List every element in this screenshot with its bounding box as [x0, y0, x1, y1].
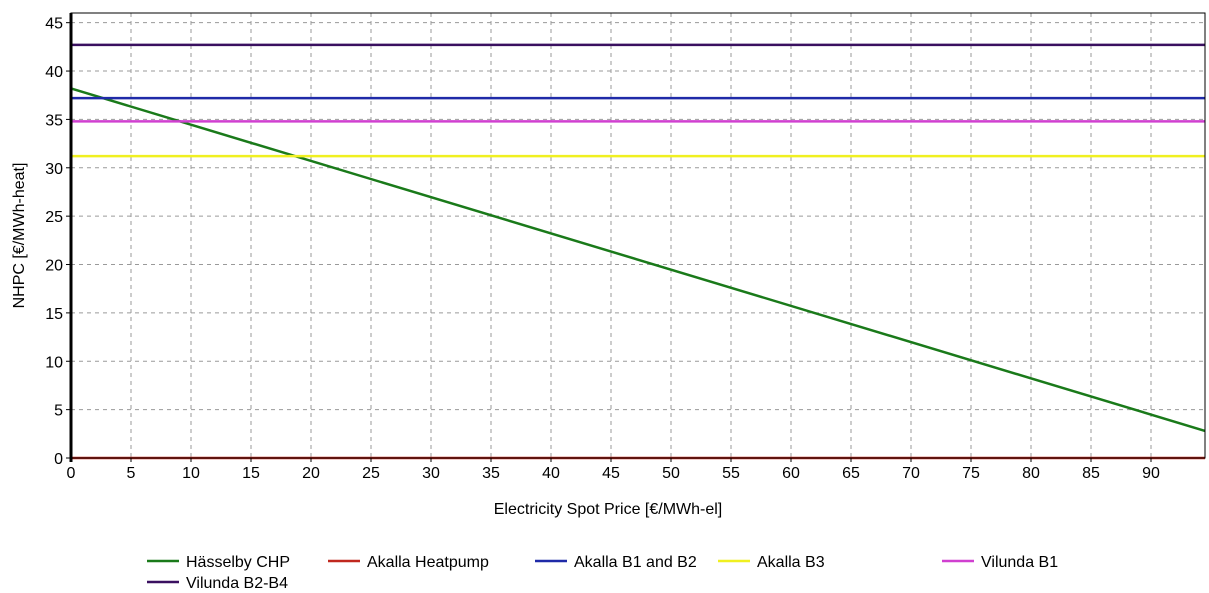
legend: Hässelby CHP Akalla Heatpump Akalla B1 and… [147, 554, 1058, 592]
y-tick-label: 5 [54, 403, 63, 420]
x-tick-label: 25 [362, 465, 380, 482]
x-tick-label: 30 [422, 465, 440, 482]
x-tick-label: 90 [1142, 465, 1160, 482]
axes [69, 12, 1206, 462]
y-tick-label: 45 [45, 16, 63, 33]
y-tick-label: 25 [45, 209, 63, 226]
y-tick-label: 40 [45, 64, 63, 81]
x-tick-label: 20 [302, 465, 320, 482]
legend-label-3: Akalla B1 and B2 [574, 554, 697, 571]
x-tick-label: 35 [482, 465, 500, 482]
plot-frame [70, 12, 1206, 459]
series-lines [70, 43, 1206, 460]
x-tick-label: 65 [842, 465, 860, 482]
x-tick-label: 85 [1082, 465, 1100, 482]
x-tick-label: 70 [902, 465, 920, 482]
x-axis-title: Electricity Spot Price [€/MWh-el] [494, 501, 723, 518]
y-tick-label: 15 [45, 306, 63, 323]
x-tick-label: 80 [1022, 465, 1040, 482]
legend-label-1: Hässelby CHP [186, 554, 290, 571]
y-tick-label: 10 [45, 354, 63, 371]
x-tick-label: 5 [127, 465, 136, 482]
x-tick-label: 45 [602, 465, 620, 482]
x-tick-label: 60 [782, 465, 800, 482]
series-line-1 [70, 87, 1206, 433]
x-tick-label: 15 [242, 465, 260, 482]
x-tick-labels: 0 5 10 15 20 25 30 35 40 45 50 55 60 65 70 75 80 85 90 [67, 458, 1160, 482]
x-tick-label: 75 [962, 465, 980, 482]
y-axis-title: NHPC [€/MWh-heat] [11, 163, 28, 309]
y-tick-labels: 0 5 10 15 20 25 30 35 40 45 [45, 16, 71, 468]
y-tick-label: 35 [45, 112, 63, 129]
x-tick-label: 40 [542, 465, 560, 482]
x-tick-label: 0 [67, 465, 76, 482]
legend-label-4: Akalla B3 [757, 554, 825, 571]
x-tick-label: 50 [662, 465, 680, 482]
x-tick-label: 55 [722, 465, 740, 482]
y-tick-label: 30 [45, 161, 63, 178]
x-tick-label: 10 [182, 465, 200, 482]
legend-label-2: Akalla Heatpump [367, 554, 489, 571]
legend-label-6: Vilunda B2-B4 [186, 575, 288, 592]
y-tick-label: 20 [45, 258, 63, 275]
legend-label-5: Vilunda B1 [981, 554, 1058, 571]
grid [71, 13, 1205, 458]
y-tick-label: 0 [54, 451, 63, 468]
